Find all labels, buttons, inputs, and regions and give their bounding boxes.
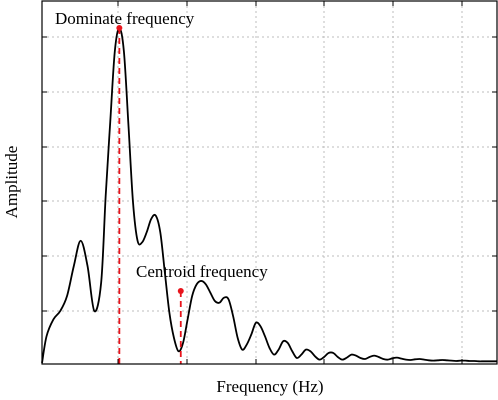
annotations: Dominate frequency Centroid frequency	[55, 9, 268, 364]
annotation-marker	[116, 25, 123, 31]
grid-lines	[42, 1, 497, 364]
annotation-marker	[177, 287, 184, 294]
x-axis-label: Frequency (Hz)	[216, 377, 323, 396]
dominate-frequency-label: Dominate frequency	[55, 9, 195, 28]
centroid-frequency-label: Centroid frequency	[136, 262, 268, 281]
amplitude-curve	[41, 27, 497, 364]
plot-frame	[41, 0, 498, 365]
axis-ticks	[42, 1, 497, 364]
y-axis-label: Amplitude	[2, 146, 21, 219]
